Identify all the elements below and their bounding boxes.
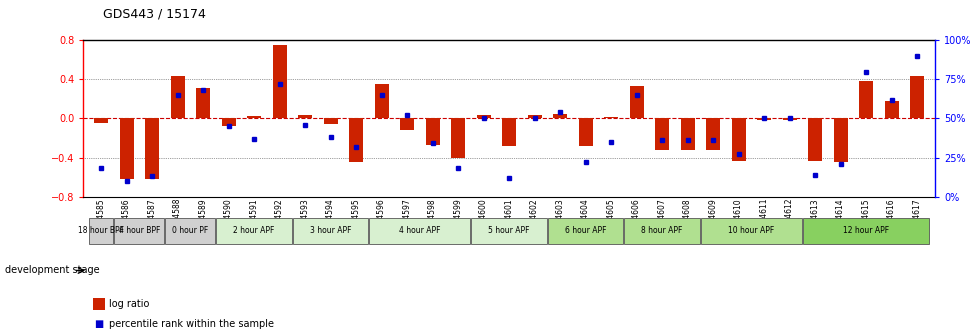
Bar xyxy=(89,218,113,244)
Bar xyxy=(802,218,928,244)
Text: 2 hour APF: 2 hour APF xyxy=(233,226,275,235)
Bar xyxy=(216,218,291,244)
Bar xyxy=(369,218,469,244)
Bar xyxy=(654,119,668,150)
Bar xyxy=(859,81,872,119)
Bar xyxy=(884,101,898,119)
Bar xyxy=(165,218,215,244)
Bar xyxy=(94,119,108,123)
Text: 4 hour BPF: 4 hour BPF xyxy=(118,226,159,235)
Bar xyxy=(114,218,164,244)
Bar xyxy=(832,119,847,162)
Text: development stage: development stage xyxy=(5,265,100,276)
Bar xyxy=(324,119,337,124)
Bar xyxy=(680,119,693,150)
Bar xyxy=(910,77,923,119)
Bar xyxy=(196,88,210,119)
Bar xyxy=(425,119,439,145)
Bar xyxy=(553,114,566,119)
Bar xyxy=(700,218,801,244)
Bar xyxy=(629,86,643,119)
Bar xyxy=(603,118,617,119)
Text: 10 hour APF: 10 hour APF xyxy=(728,226,774,235)
Bar xyxy=(349,119,363,162)
Bar xyxy=(170,77,185,119)
Bar xyxy=(807,119,822,161)
Bar xyxy=(297,115,312,119)
Text: 6 hour APF: 6 hour APF xyxy=(564,226,605,235)
Text: 12 hour APF: 12 hour APF xyxy=(842,226,888,235)
Text: 18 hour BPF: 18 hour BPF xyxy=(78,226,124,235)
Bar xyxy=(470,218,547,244)
Bar xyxy=(624,218,699,244)
Bar xyxy=(400,119,414,130)
Bar xyxy=(375,84,388,119)
Bar xyxy=(731,119,745,161)
Bar xyxy=(578,119,592,146)
Bar xyxy=(451,119,465,158)
Bar xyxy=(527,115,541,119)
Text: ■: ■ xyxy=(94,319,104,329)
Bar xyxy=(705,119,720,150)
Text: percentile rank within the sample: percentile rank within the sample xyxy=(109,319,274,329)
Bar xyxy=(502,119,515,146)
Text: 4 hour APF: 4 hour APF xyxy=(399,226,440,235)
Bar xyxy=(221,119,236,126)
Text: GDS443 / 15174: GDS443 / 15174 xyxy=(103,7,205,20)
Bar xyxy=(119,119,133,179)
Bar xyxy=(756,119,771,120)
Text: 5 hour APF: 5 hour APF xyxy=(488,226,529,235)
Bar xyxy=(548,218,623,244)
Bar xyxy=(246,117,261,119)
Bar xyxy=(145,119,158,179)
Bar xyxy=(781,119,796,120)
Text: 0 hour PF: 0 hour PF xyxy=(172,226,208,235)
Text: 3 hour APF: 3 hour APF xyxy=(309,226,351,235)
Text: 8 hour APF: 8 hour APF xyxy=(641,226,682,235)
Text: log ratio: log ratio xyxy=(109,299,149,309)
Bar xyxy=(292,218,368,244)
Bar xyxy=(272,45,287,119)
Bar xyxy=(476,115,490,119)
